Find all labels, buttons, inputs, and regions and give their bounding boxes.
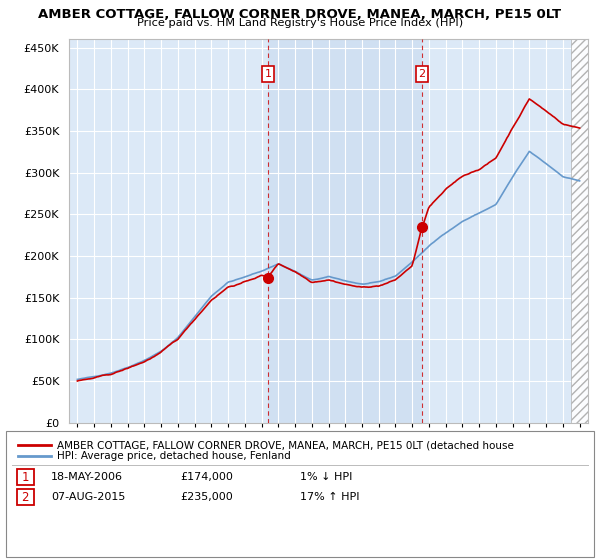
Text: 1: 1	[265, 69, 271, 79]
Bar	[268, 39, 422, 423]
Text: AMBER COTTAGE, FALLOW CORNER DROVE, MANEA, MARCH, PE15 0LT: AMBER COTTAGE, FALLOW CORNER DROVE, MANE…	[38, 8, 562, 21]
Text: 2: 2	[22, 491, 29, 504]
Text: 07-AUG-2015: 07-AUG-2015	[51, 492, 125, 502]
Text: 18-MAY-2006: 18-MAY-2006	[51, 472, 123, 482]
Text: 1% ↓ HPI: 1% ↓ HPI	[300, 472, 352, 482]
Bar	[571, 39, 588, 423]
Text: £235,000: £235,000	[180, 492, 233, 502]
Text: Contains HM Land Registry data © Crown copyright and database right 2024.
This d: Contains HM Land Registry data © Crown c…	[17, 518, 357, 539]
Text: HPI: Average price, detached house, Fenland: HPI: Average price, detached house, Fenl…	[57, 451, 291, 461]
Text: Price paid vs. HM Land Registry's House Price Index (HPI): Price paid vs. HM Land Registry's House …	[137, 18, 463, 29]
Text: £174,000: £174,000	[180, 472, 233, 482]
Text: 17% ↑ HPI: 17% ↑ HPI	[300, 492, 359, 502]
Text: 1: 1	[22, 470, 29, 484]
Text: 2: 2	[418, 69, 425, 79]
Text: AMBER COTTAGE, FALLOW CORNER DROVE, MANEA, MARCH, PE15 0LT (detached house: AMBER COTTAGE, FALLOW CORNER DROVE, MANE…	[57, 440, 514, 450]
